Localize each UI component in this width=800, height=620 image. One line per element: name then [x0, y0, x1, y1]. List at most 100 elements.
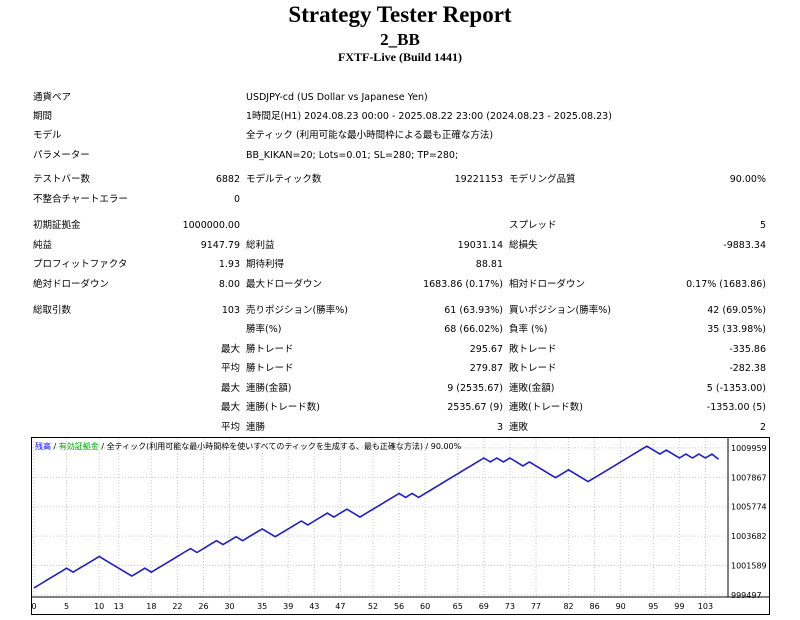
gross-profit-value: 19031.14 — [457, 240, 503, 251]
total-trades-value: 103 — [221, 305, 240, 316]
x-tick-label: 69 — [479, 602, 489, 611]
chart-legend: 残高 / 有効証拠金 / 全ティック(利用可能な最小時間枠を使いすべてのティック… — [35, 441, 462, 451]
avg-loss-label: 敗トレード — [509, 363, 557, 374]
max-loss-value: -335.86 — [729, 344, 766, 355]
bars-label: テストバー数 — [33, 174, 91, 185]
balance-line — [33, 445, 719, 589]
x-tick-label: 60 — [420, 602, 430, 611]
gross-profit-label: 総利益 — [246, 240, 275, 251]
x-tick-label: 103 — [698, 602, 713, 611]
x-tick-label: 82 — [563, 602, 573, 611]
x-tick-label: 47 — [335, 602, 345, 611]
avg-win-label: 勝トレード — [246, 363, 294, 374]
x-tick-label: 0 — [31, 602, 36, 611]
mismatch-value: 0 — [233, 194, 240, 205]
short-positions-value: 61 (63.93%) — [444, 305, 503, 316]
abs-drawdown-label: 絶対ドローダウン — [33, 279, 110, 290]
period-value: 1時間足(H1) 2024.08.23 00:00 - 2025.08.22 2… — [246, 111, 612, 122]
symbol-value: USDJPY-cd (US Dollar vs Japanese Yen) — [246, 92, 428, 103]
x-tick-label: 99 — [674, 602, 684, 611]
legend-balance: 残高 — [35, 441, 51, 451]
cons-loss-amount-value: 5 (-1353.00) — [706, 383, 766, 394]
y-tick-label: 1005774 — [731, 503, 767, 512]
win-rate-value: 68 (66.02%) — [444, 324, 503, 335]
max-loss-label: 敗トレード — [509, 344, 557, 355]
x-tick-label: 10 — [94, 602, 104, 611]
x-tick-label: 39 — [283, 602, 293, 611]
y-tick-label: 1007867 — [731, 473, 767, 482]
cons-loss-count-label: 連敗(トレード数) — [509, 402, 583, 413]
x-tick-label: 13 — [114, 602, 124, 611]
x-tick-label: 56 — [394, 602, 404, 611]
legend-sep: / — [99, 442, 107, 451]
quality-value: 90.00% — [729, 174, 766, 185]
rel-drawdown-value: 0.17% (1683.86) — [686, 279, 766, 290]
expected-payoff-label: 期待利得 — [246, 259, 285, 270]
y-tick-labels: 999497 1001589 1003682 1005774 1007867 100995… — [731, 444, 767, 600]
max-qualifier: 最大 — [220, 402, 240, 413]
rel-drawdown-label: 相対ドローダウン — [509, 279, 586, 290]
avg-cons-win-label: 連勝 — [246, 422, 266, 433]
y-tick-label: 1009959 — [731, 444, 767, 453]
max-qualifier: 最大 — [220, 383, 240, 394]
max-drawdown-value: 1683.86 (0.17%) — [423, 279, 503, 290]
cons-loss-amount-label: 連敗(金額) — [509, 383, 555, 394]
y-tick-label: 999497 — [731, 591, 762, 600]
cons-win-amount-label: 連勝(金額) — [246, 383, 292, 394]
quality-label: モデリング品質 — [509, 174, 576, 185]
ticks-value: 19221153 — [454, 174, 503, 185]
gross-loss-label: 総損失 — [509, 240, 538, 251]
avg-qualifier: 平均 — [220, 363, 240, 374]
x-tick-label: 77 — [531, 602, 541, 611]
loss-rate-value: 35 (33.98%) — [707, 324, 766, 335]
cons-win-amount-value: 9 (2535.67) — [447, 383, 503, 394]
grid-lines — [32, 438, 728, 597]
x-tick-label: 30 — [224, 602, 234, 611]
cons-win-count-label: 連勝(トレード数) — [246, 402, 320, 413]
avg-cons-win-value: 3 — [496, 422, 503, 433]
ticks-label: モデルティック数 — [246, 174, 322, 185]
loss-rate-label: 負率 (%) — [509, 324, 548, 335]
expected-payoff-value: 88.81 — [475, 259, 503, 270]
profit-factor-label: プロフィットファクタ — [33, 259, 128, 270]
y-tick-label: 1001589 — [731, 562, 767, 571]
profit-factor-value: 1.93 — [218, 259, 240, 270]
symbol-label: 通貨ペア — [33, 92, 72, 103]
x-tick-label: 86 — [590, 602, 600, 611]
total-trades-label: 総取引数 — [33, 305, 72, 316]
legend-info: 全ティック(利用可能な最小時間枠を使いすべてのティックを生成する、最も正確な方法… — [107, 441, 462, 451]
params-value: BB_KIKAN=20; Lots=0.01; SL=280; TP=280; — [246, 150, 459, 161]
spread-label: スプレッド — [509, 220, 557, 231]
net-profit-value: 9147.79 — [200, 240, 240, 251]
report-title: Strategy Tester Report — [288, 2, 512, 27]
net-profit-label: 純益 — [33, 240, 53, 251]
long-positions-label: 買いポジション(勝率%) — [509, 305, 611, 316]
max-win-value: 295.67 — [469, 344, 503, 355]
params-label: パラメーター — [33, 150, 90, 161]
ea-name: 2_BB — [380, 30, 420, 49]
chart-frame — [31, 437, 770, 615]
x-tick-label: 65 — [453, 602, 463, 611]
server-build: FXTF-Live (Build 1441) — [337, 50, 462, 64]
bars-value: 6882 — [215, 174, 240, 185]
cons-win-count-value: 2535.67 (9) — [447, 402, 503, 413]
avg-qualifier: 平均 — [220, 422, 240, 433]
gross-loss-value: -9883.34 — [723, 240, 766, 251]
deposit-label: 初期証拠金 — [33, 220, 81, 231]
max-qualifier: 最大 — [220, 344, 240, 355]
x-tick-label: 95 — [648, 602, 658, 611]
mismatch-label: 不整合チャートエラー — [33, 194, 128, 205]
win-rate-label: 勝率(%) — [246, 324, 282, 335]
avg-win-value: 279.87 — [469, 363, 503, 374]
period-label: 期間 — [33, 111, 53, 122]
avg-cons-loss-value: 2 — [759, 422, 766, 433]
max-win-label: 勝トレード — [246, 344, 294, 355]
x-tick-label: 43 — [309, 602, 319, 611]
balance-chart: 999497 1001589 1003682 1005774 1007867 100995… — [31, 437, 770, 615]
long-positions-value: 42 (69.05%) — [707, 305, 766, 316]
x-tick-labels: 0 5 10 13 18 22 26 30 35 39 43 47 52 56 60 65 69 73 77 82 86… — [31, 602, 713, 611]
max-drawdown-label: 最大ドローダウン — [246, 279, 323, 290]
avg-loss-value: -282.38 — [729, 363, 766, 374]
spread-value: 5 — [759, 220, 766, 231]
x-tick-label: 22 — [172, 602, 182, 611]
